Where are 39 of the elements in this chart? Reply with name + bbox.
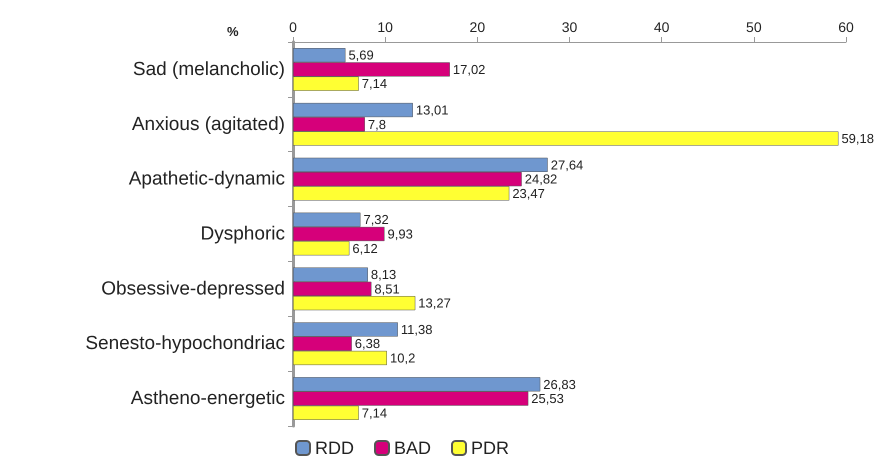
legend-label: BAD (394, 438, 432, 458)
data-label: 13,27 (418, 296, 451, 311)
y-tick-label: Apathetic-dynamic (128, 168, 285, 190)
data-label: 7,14 (362, 76, 388, 92)
data-label: 27,64 (550, 157, 584, 172)
x-tick-label: 50 (746, 19, 762, 35)
y-tick-label: Dysphoric (200, 224, 285, 244)
x-tick-label: 0 (289, 19, 298, 35)
y-tick-label: Senesto-hypochondriac (85, 333, 285, 354)
data-label: 6,38 (354, 336, 380, 352)
x-tick-label: 40 (654, 19, 670, 35)
data-label: 25,53 (531, 391, 564, 406)
x-tick-label: 60 (838, 19, 854, 35)
x-tick-label: 10 (377, 19, 394, 35)
data-label: 5,69 (348, 48, 374, 63)
data-label: 59,18 (841, 131, 874, 146)
data-label: 7,8 (368, 116, 386, 132)
x-tick-label: 30 (562, 19, 578, 35)
data-label: 6,12 (352, 240, 378, 256)
data-label: 8,51 (374, 281, 400, 296)
y-tick-label: Anxious (agitated) (132, 114, 285, 135)
data-label: 24,82 (524, 172, 558, 187)
data-label: 7,32 (363, 212, 389, 228)
data-label: 17,02 (452, 62, 486, 77)
x-axis-title: % (227, 24, 239, 39)
data-label: 23,47 (512, 186, 545, 201)
legend-label: PDR (471, 438, 510, 458)
data-label: 7,14 (362, 405, 388, 420)
data-label: 8,13 (370, 267, 396, 282)
y-tick-label: Astheno-energetic (130, 388, 285, 410)
y-tick-label: Sad (melancholic) (132, 58, 285, 80)
y-tick-label: Obsessive-depressed (101, 278, 285, 300)
data-label: 9,93 (388, 226, 413, 242)
data-label: 26,83 (543, 376, 576, 392)
data-label: 13,01 (416, 102, 448, 118)
data-label: 10,2 (390, 350, 416, 366)
x-tick-label: 20 (470, 19, 486, 35)
legend-label: RDD (315, 438, 354, 458)
data-label: 11,38 (400, 322, 432, 337)
